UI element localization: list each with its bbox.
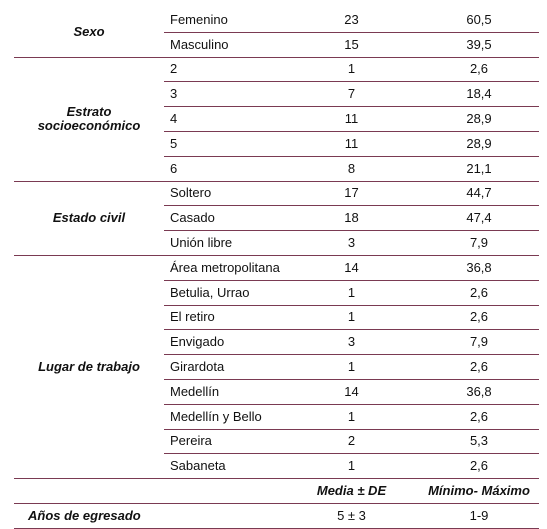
category-cell: Femenino bbox=[164, 8, 284, 33]
percent-cell: 2,6 bbox=[419, 57, 539, 83]
category-cell: Girardota bbox=[164, 354, 284, 380]
count-cell: 1 bbox=[284, 57, 419, 83]
count-cell: 8 bbox=[284, 156, 419, 182]
category-cell: Pereira bbox=[164, 429, 284, 455]
category-cell: Casado bbox=[164, 205, 284, 232]
table-row: Betulia, Urrao 1 2,6 bbox=[14, 280, 539, 306]
group-label: Lugar de trabajo bbox=[14, 255, 164, 480]
count-cell: 17 bbox=[284, 181, 419, 207]
table-row: Unión libre 3 7,9 bbox=[14, 230, 539, 256]
range-header: Mínimo- Máximo bbox=[419, 478, 539, 504]
mean-header: Media ± DE bbox=[284, 478, 419, 504]
count-cell: 1 bbox=[284, 305, 419, 331]
count-cell: 3 bbox=[284, 230, 419, 256]
category-cell: 4 bbox=[164, 106, 284, 132]
table-row: Casado 18 47,4 bbox=[14, 205, 539, 232]
percent-cell: 7,9 bbox=[419, 230, 539, 256]
percent-cell: 28,9 bbox=[419, 106, 539, 132]
summary-row: Años de egresado 5 ± 3 1-9 bbox=[14, 503, 539, 529]
table-row: Medellín 14 36,8 bbox=[14, 379, 539, 405]
category-cell: Unión libre bbox=[164, 230, 284, 256]
category-cell: Medellín bbox=[164, 379, 284, 405]
percent-cell: 2,6 bbox=[419, 404, 539, 430]
table-row: Girardota 1 2,6 bbox=[14, 354, 539, 380]
count-cell: 14 bbox=[284, 379, 419, 405]
count-cell: 2 bbox=[284, 429, 419, 455]
count-cell: 23 bbox=[284, 8, 419, 33]
table-row: Pereira 2 5,3 bbox=[14, 429, 539, 455]
demographics-table: Sexo Femenino 23 60,5 Masculino 15 39,5 Estrato… bbox=[14, 8, 539, 529]
table-row: El retiro 1 2,6 bbox=[14, 305, 539, 331]
count-cell: 11 bbox=[284, 131, 419, 157]
mean-value: 5 ± 3 bbox=[284, 503, 419, 529]
table-frame: Sexo Femenino 23 60,5 Masculino 15 39,5 Estrato… bbox=[14, 8, 539, 529]
category-cell: Área metropolitana bbox=[164, 255, 284, 281]
group-label: Estrato socioeconómico bbox=[14, 57, 164, 182]
count-cell: 1 bbox=[284, 354, 419, 380]
category-cell: Medellín y Bello bbox=[164, 404, 284, 430]
table-row: Medellín y Bello 1 2,6 bbox=[14, 404, 539, 430]
summary-label: Años de egresado bbox=[14, 503, 284, 529]
empty-cell bbox=[164, 478, 284, 504]
table-row: Sabaneta 1 2,6 bbox=[14, 453, 539, 480]
count-cell: 15 bbox=[284, 32, 419, 58]
count-cell: 3 bbox=[284, 329, 419, 356]
table-row: 6 8 21,1 bbox=[14, 156, 539, 182]
table-row: Masculino 15 39,5 bbox=[14, 32, 539, 58]
count-cell: 1 bbox=[284, 453, 419, 480]
category-cell: Sabaneta bbox=[164, 453, 284, 480]
count-cell: 11 bbox=[284, 106, 419, 132]
table-row: 3 7 18,4 bbox=[14, 81, 539, 108]
percent-cell: 21,1 bbox=[419, 156, 539, 182]
category-cell: El retiro bbox=[164, 305, 284, 331]
count-cell: 7 bbox=[284, 81, 419, 108]
percent-cell: 2,6 bbox=[419, 354, 539, 380]
category-cell: 5 bbox=[164, 131, 284, 157]
table-row: Envigado 3 7,9 bbox=[14, 329, 539, 356]
table-row: Lugar de trabajo Área metropolitana 14 36,8 bbox=[14, 255, 539, 480]
percent-cell: 5,3 bbox=[419, 429, 539, 455]
table-row: Estado civil Soltero 17 44,7 bbox=[14, 181, 539, 256]
count-cell: 14 bbox=[284, 255, 419, 281]
category-cell: 6 bbox=[164, 156, 284, 182]
category-cell: Masculino bbox=[164, 32, 284, 58]
category-cell: Soltero bbox=[164, 181, 284, 207]
table-row: 4 11 28,9 bbox=[14, 106, 539, 132]
category-cell: Envigado bbox=[164, 329, 284, 356]
percent-cell: 47,4 bbox=[419, 205, 539, 232]
percent-cell: 28,9 bbox=[419, 131, 539, 157]
percent-cell: 60,5 bbox=[419, 8, 539, 33]
percent-cell: 39,5 bbox=[419, 32, 539, 58]
count-cell: 1 bbox=[284, 404, 419, 430]
group-label: Sexo bbox=[14, 8, 164, 58]
group-label: Estado civil bbox=[14, 181, 164, 256]
category-cell: Betulia, Urrao bbox=[164, 280, 284, 306]
count-cell: 18 bbox=[284, 205, 419, 232]
percent-cell: 36,8 bbox=[419, 379, 539, 405]
percent-cell: 36,8 bbox=[419, 255, 539, 281]
table-body: Sexo Femenino 23 60,5 Masculino 15 39,5 Estrato… bbox=[14, 8, 539, 529]
percent-cell: 18,4 bbox=[419, 81, 539, 108]
percent-cell: 2,6 bbox=[419, 453, 539, 480]
percent-cell: 2,6 bbox=[419, 280, 539, 306]
summary-header-row: Media ± DE Mínimo- Máximo bbox=[14, 478, 539, 504]
category-cell: 2 bbox=[164, 57, 284, 83]
percent-cell: 44,7 bbox=[419, 181, 539, 207]
empty-cell bbox=[14, 478, 164, 504]
table-row: Estrato socioeconómico 2 1 2,6 bbox=[14, 57, 539, 182]
count-cell: 1 bbox=[284, 280, 419, 306]
category-cell: 3 bbox=[164, 81, 284, 108]
table-row: Sexo Femenino 23 60,5 bbox=[14, 8, 539, 58]
percent-cell: 2,6 bbox=[419, 305, 539, 331]
percent-cell: 7,9 bbox=[419, 329, 539, 356]
table-row: 5 11 28,9 bbox=[14, 131, 539, 157]
range-value: 1-9 bbox=[419, 503, 539, 529]
